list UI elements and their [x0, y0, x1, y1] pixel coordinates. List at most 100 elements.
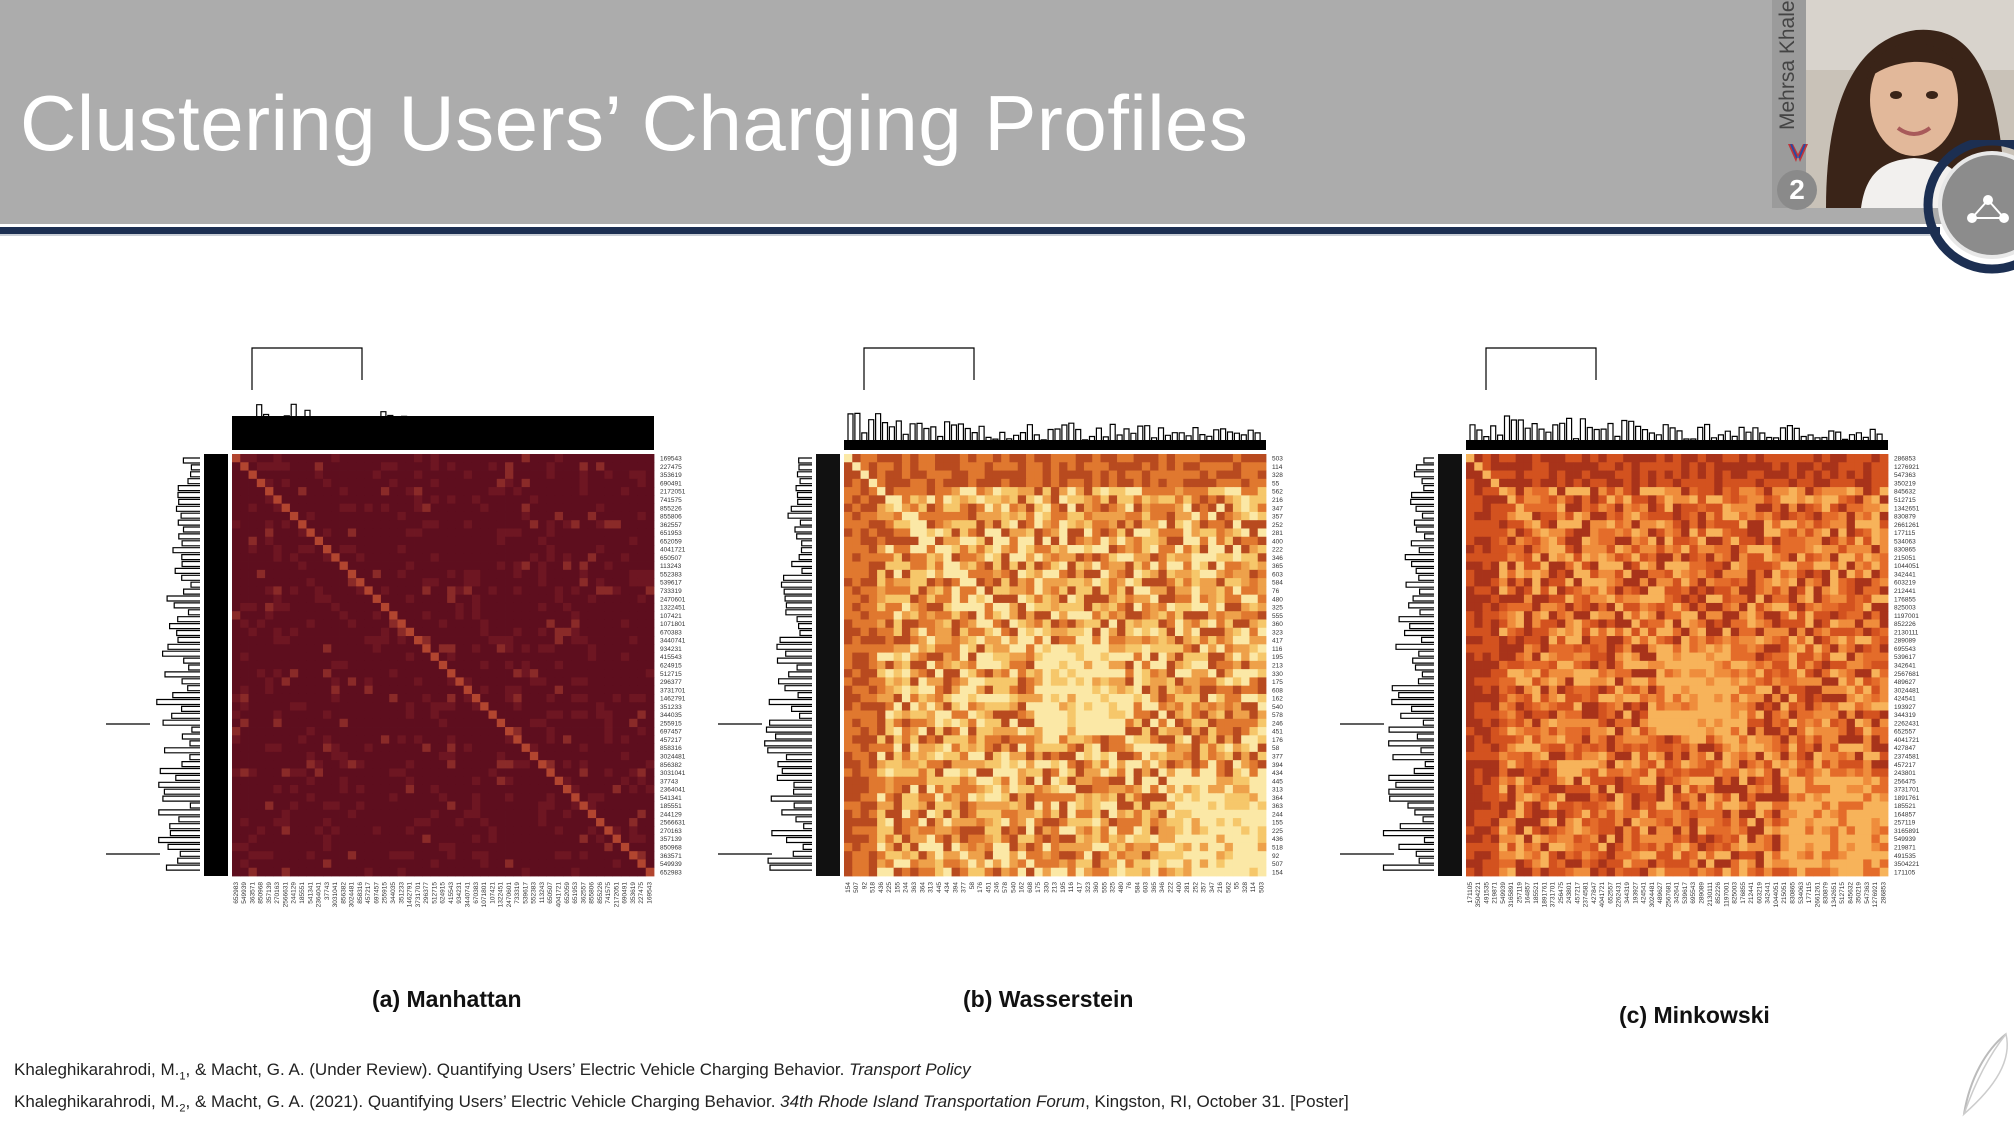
heatmap-cell	[496, 793, 506, 802]
heatmap-cell	[414, 644, 423, 653]
heatmap-cell	[1141, 478, 1151, 488]
heatmap-cell	[1208, 553, 1217, 562]
heatmap-cell	[240, 520, 249, 529]
heatmap-cell	[968, 693, 977, 703]
heatmap-cell	[620, 776, 630, 786]
heatmap-cell	[868, 520, 878, 529]
heatmap-cell	[1050, 602, 1060, 612]
heatmap-cell	[620, 569, 630, 579]
heatmap-cell	[1083, 602, 1093, 612]
heatmap-cell	[1026, 776, 1035, 786]
heatmap-cell	[1075, 710, 1085, 720]
participant-badge[interactable]: 2	[1777, 170, 1817, 210]
heatmap-cell	[289, 503, 299, 513]
heatmap-cell	[331, 727, 340, 736]
heatmap-panel-wasserstein: 5031143285556221634735725228140022234636…	[718, 347, 1283, 893]
heatmap-cell	[612, 768, 622, 778]
heatmap-cell	[496, 545, 506, 554]
heatmap-cell	[298, 867, 307, 877]
heatmap-cell	[951, 528, 961, 538]
heatmap-cell	[1158, 702, 1168, 711]
heatmap-cell	[976, 685, 986, 695]
heatmap-cell	[1100, 511, 1110, 521]
heatmap-cell	[596, 842, 605, 852]
heatmap-cell	[1017, 693, 1027, 703]
heatmap-cell	[1174, 528, 1184, 538]
heatmap-cell	[430, 627, 440, 637]
heatmap-cell	[612, 693, 622, 703]
heatmap-cell	[1100, 536, 1110, 546]
heatmap-cell	[1100, 776, 1110, 786]
heatmap-cell	[323, 511, 332, 521]
heatmap-cell	[314, 652, 324, 662]
heatmap-cell	[265, 503, 274, 513]
heatmap-cell	[1026, 768, 1035, 778]
row-label: 855226	[660, 505, 682, 512]
column-label: 255915	[382, 882, 389, 904]
heatmap-cell	[265, 735, 274, 744]
heatmap-cell	[860, 660, 870, 670]
heatmap-cell	[430, 528, 440, 538]
heatmap-cell	[372, 842, 382, 852]
heatmap-cell	[521, 677, 531, 687]
heatmap-cell	[943, 818, 952, 827]
heatmap-cell	[1199, 470, 1209, 480]
heatmap-cell	[645, 553, 655, 562]
heatmap-cell	[422, 760, 431, 769]
heatmap-cell	[645, 511, 655, 521]
heatmap-cell	[968, 495, 977, 505]
heatmap-cell	[538, 660, 547, 670]
heatmap-cell	[289, 859, 299, 869]
heatmap-cell	[455, 826, 465, 836]
heatmap-cell	[488, 693, 498, 703]
heatmap-cell	[240, 503, 249, 513]
heatmap-cell	[1050, 677, 1060, 687]
heatmap-cell	[918, 727, 928, 736]
heatmap-cell	[306, 619, 316, 629]
heatmap-cell	[1224, 487, 1234, 496]
heatmap-cell	[232, 478, 241, 488]
heatmap-cell	[1150, 602, 1159, 612]
heatmap-cell	[968, 503, 977, 513]
heatmap-cell	[1125, 569, 1134, 579]
heatmap-cell	[1183, 776, 1192, 786]
heatmap-cell	[620, 669, 630, 678]
heatmap-cell	[1075, 536, 1085, 546]
heatmap-cell	[860, 776, 870, 786]
heatmap-cell	[1117, 619, 1126, 629]
heatmap-cell	[480, 470, 489, 480]
heatmap-cell	[298, 768, 307, 778]
column-label: 855226	[597, 882, 604, 904]
heatmap-cell	[1009, 578, 1019, 587]
heatmap-cell	[1075, 793, 1085, 802]
heatmap-cell	[1257, 677, 1267, 687]
heatmap-cell	[1249, 561, 1259, 571]
heatmap-cell	[1117, 553, 1126, 562]
heatmap-cell	[844, 470, 853, 480]
heatmap-cell	[1257, 693, 1267, 703]
heatmap-cell	[1199, 528, 1209, 538]
heatmap-cell	[496, 627, 506, 637]
heatmap-cell	[422, 545, 431, 554]
heatmap-cell	[538, 727, 547, 736]
heatmap-cell	[901, 495, 911, 505]
heatmap-cell	[620, 553, 630, 562]
heatmap-cell	[306, 503, 316, 513]
heatmap-cell	[596, 793, 605, 802]
heatmap-cell	[935, 503, 944, 513]
row-label: 697457	[660, 729, 682, 736]
heatmap-cell	[323, 528, 332, 538]
heatmap-cell	[356, 511, 365, 521]
heatmap-cell	[1133, 462, 1143, 471]
heatmap-cell	[1009, 743, 1019, 753]
heatmap-cell	[554, 644, 564, 653]
heatmap-cell	[471, 784, 481, 794]
heatmap-cell	[612, 511, 622, 521]
heatmap-cell	[232, 503, 241, 513]
heatmap-cell	[579, 578, 589, 587]
heatmap-cell	[1001, 553, 1010, 562]
heatmap-cell	[430, 718, 440, 728]
column-label: 3440741	[465, 882, 472, 908]
heatmap-cell	[885, 478, 895, 488]
heatmap-cell	[1199, 677, 1209, 687]
